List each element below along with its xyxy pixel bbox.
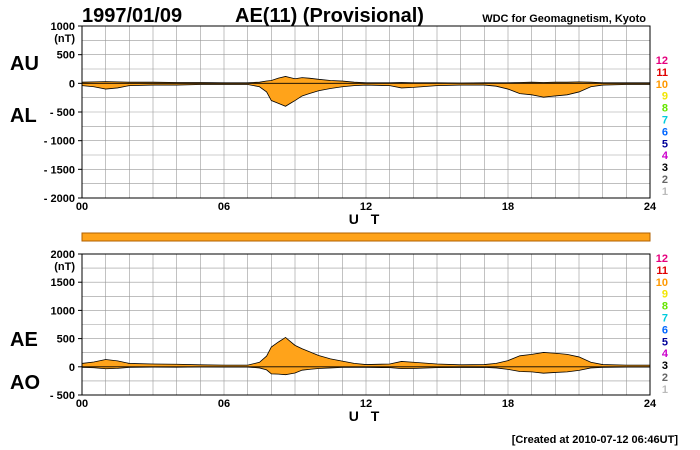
au-al-panel: 1000 500 0 - 500 - 1000 - 1500 - 2000 (nT) 00 06 1… <box>10 21 657 227</box>
legend-entry: 11 <box>656 67 668 79</box>
x-tick-label: 12 <box>360 201 372 213</box>
legend-entry: 11 <box>656 265 668 277</box>
legend-entry: 12 <box>656 253 668 265</box>
side-label-upper: AE <box>10 329 38 351</box>
legend-entry: 6 <box>662 324 668 336</box>
side-label-upper: AU <box>10 53 39 75</box>
header-date: 1997/01/09 <box>82 5 182 27</box>
x-tick-label: 24 <box>644 201 657 213</box>
y-unit-label: (nT) <box>54 33 75 45</box>
y-tick-label: - 1000 <box>44 136 75 148</box>
legend-entry: 6 <box>662 126 668 138</box>
legend-entry: 3 <box>662 162 668 174</box>
x-axis-label: U T <box>349 408 384 424</box>
series-line-al <box>81 84 650 107</box>
legend-entry: 10 <box>656 79 668 91</box>
legend-entry: 1 <box>662 186 668 198</box>
y-tick-label: 500 <box>57 50 75 62</box>
legend-entry: 2 <box>662 174 668 186</box>
x-tick-label: 18 <box>502 201 514 213</box>
x-tick-label: 12 <box>360 398 372 410</box>
legend-entry: 12 <box>656 55 668 67</box>
data-coverage-bar <box>81 232 651 242</box>
legend-entry: 10 <box>656 277 668 289</box>
series-line-ae <box>81 336 650 366</box>
legend-entry: 9 <box>662 91 668 103</box>
legend-entry: 2 <box>662 372 668 384</box>
y-tick-label: - 500 <box>50 107 75 119</box>
x-tick-label: 06 <box>218 398 230 410</box>
legend-entry: 3 <box>662 360 668 372</box>
x-axis-label: U T <box>349 211 384 227</box>
legend-entry: 4 <box>662 150 669 162</box>
y-tick-label: - 1500 <box>44 164 75 176</box>
ae-ao-panel: 2000 1500 1000 500 0 - 500 (nT) 00 06 12 18 24 U T AE… <box>10 249 657 424</box>
x-tick-label: 00 <box>76 201 88 213</box>
legend-entry: 1 <box>662 384 668 396</box>
y-tick-label: 2000 <box>51 249 75 261</box>
header-title: AE(11) (Provisional) <box>235 5 424 27</box>
x-tick-label: 06 <box>218 201 230 213</box>
y-tick-label: - 500 <box>50 390 75 402</box>
x-tick-label: 24 <box>644 398 657 410</box>
legend-entry: 8 <box>662 301 668 313</box>
legend-entry: 5 <box>662 336 668 348</box>
side-label-lower: AL <box>10 105 37 127</box>
x-tick-label: 18 <box>502 398 514 410</box>
y-tick-label: 500 <box>57 334 75 346</box>
y-tick-label: 0 <box>69 78 75 90</box>
side-label-lower: AO <box>10 372 40 394</box>
header-org: WDC for Geomagnetism, Kyoto <box>482 13 646 25</box>
x-tick-label: 00 <box>76 398 88 410</box>
legend-entry: 4 <box>662 348 669 360</box>
series-line-au <box>81 76 650 84</box>
y-tick-label: 1000 <box>51 21 75 33</box>
legend-entry: 7 <box>662 115 668 127</box>
legend-entry: 7 <box>662 313 668 325</box>
legend-entry: 8 <box>662 103 668 115</box>
legend-entry: 5 <box>662 138 668 150</box>
series-area-ao <box>82 366 650 375</box>
y-unit-label: (nT) <box>54 261 75 273</box>
y-tick-label: 1500 <box>51 277 75 289</box>
y-tick-label: 0 <box>69 362 75 374</box>
y-tick-label: 1000 <box>51 305 75 317</box>
footer-created: [Created at 2010-07-12 06:46UT] <box>512 434 679 446</box>
legend-entry: 9 <box>662 289 668 301</box>
y-tick-label: - 2000 <box>44 193 75 205</box>
plot-frame <box>81 253 651 396</box>
